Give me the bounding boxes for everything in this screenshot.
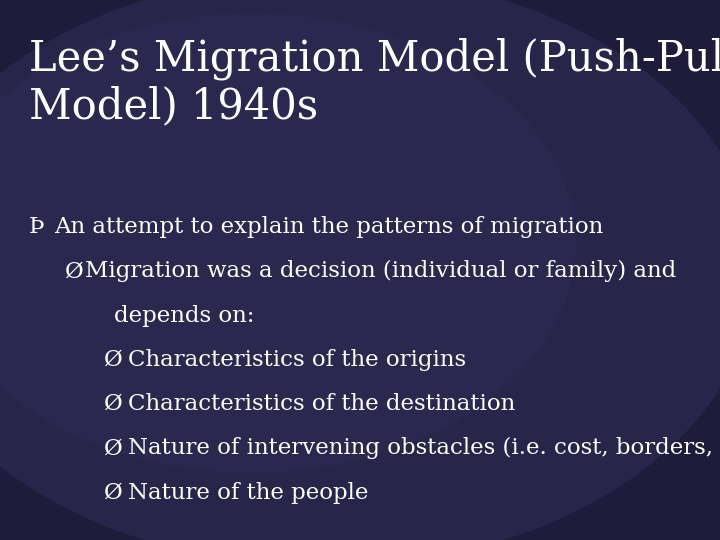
Text: An attempt to explain the patterns of migration: An attempt to explain the patterns of mi… <box>54 216 603 238</box>
Text: Nature of intervening obstacles (i.e. cost, borders, etc.): Nature of intervening obstacles (i.e. co… <box>128 437 720 460</box>
Text: Ø: Ø <box>65 260 84 282</box>
Text: Lee’s Migration Model (Push-Pull
Model) 1940s: Lee’s Migration Model (Push-Pull Model) … <box>29 38 720 127</box>
Text: Nature of the people: Nature of the people <box>128 482 369 504</box>
Text: Ø: Ø <box>104 437 123 460</box>
Text: Characteristics of the destination: Characteristics of the destination <box>128 393 516 415</box>
Text: Ø: Ø <box>104 349 123 371</box>
Text: depends on:: depends on: <box>114 305 254 327</box>
Text: Characteristics of the origins: Characteristics of the origins <box>128 349 467 371</box>
Ellipse shape <box>0 14 576 472</box>
Text: Ø: Ø <box>104 393 123 415</box>
Text: Þ: Þ <box>29 216 45 238</box>
Text: Migration was a decision (individual or family) and: Migration was a decision (individual or … <box>85 260 676 282</box>
Text: Ø: Ø <box>104 482 123 504</box>
